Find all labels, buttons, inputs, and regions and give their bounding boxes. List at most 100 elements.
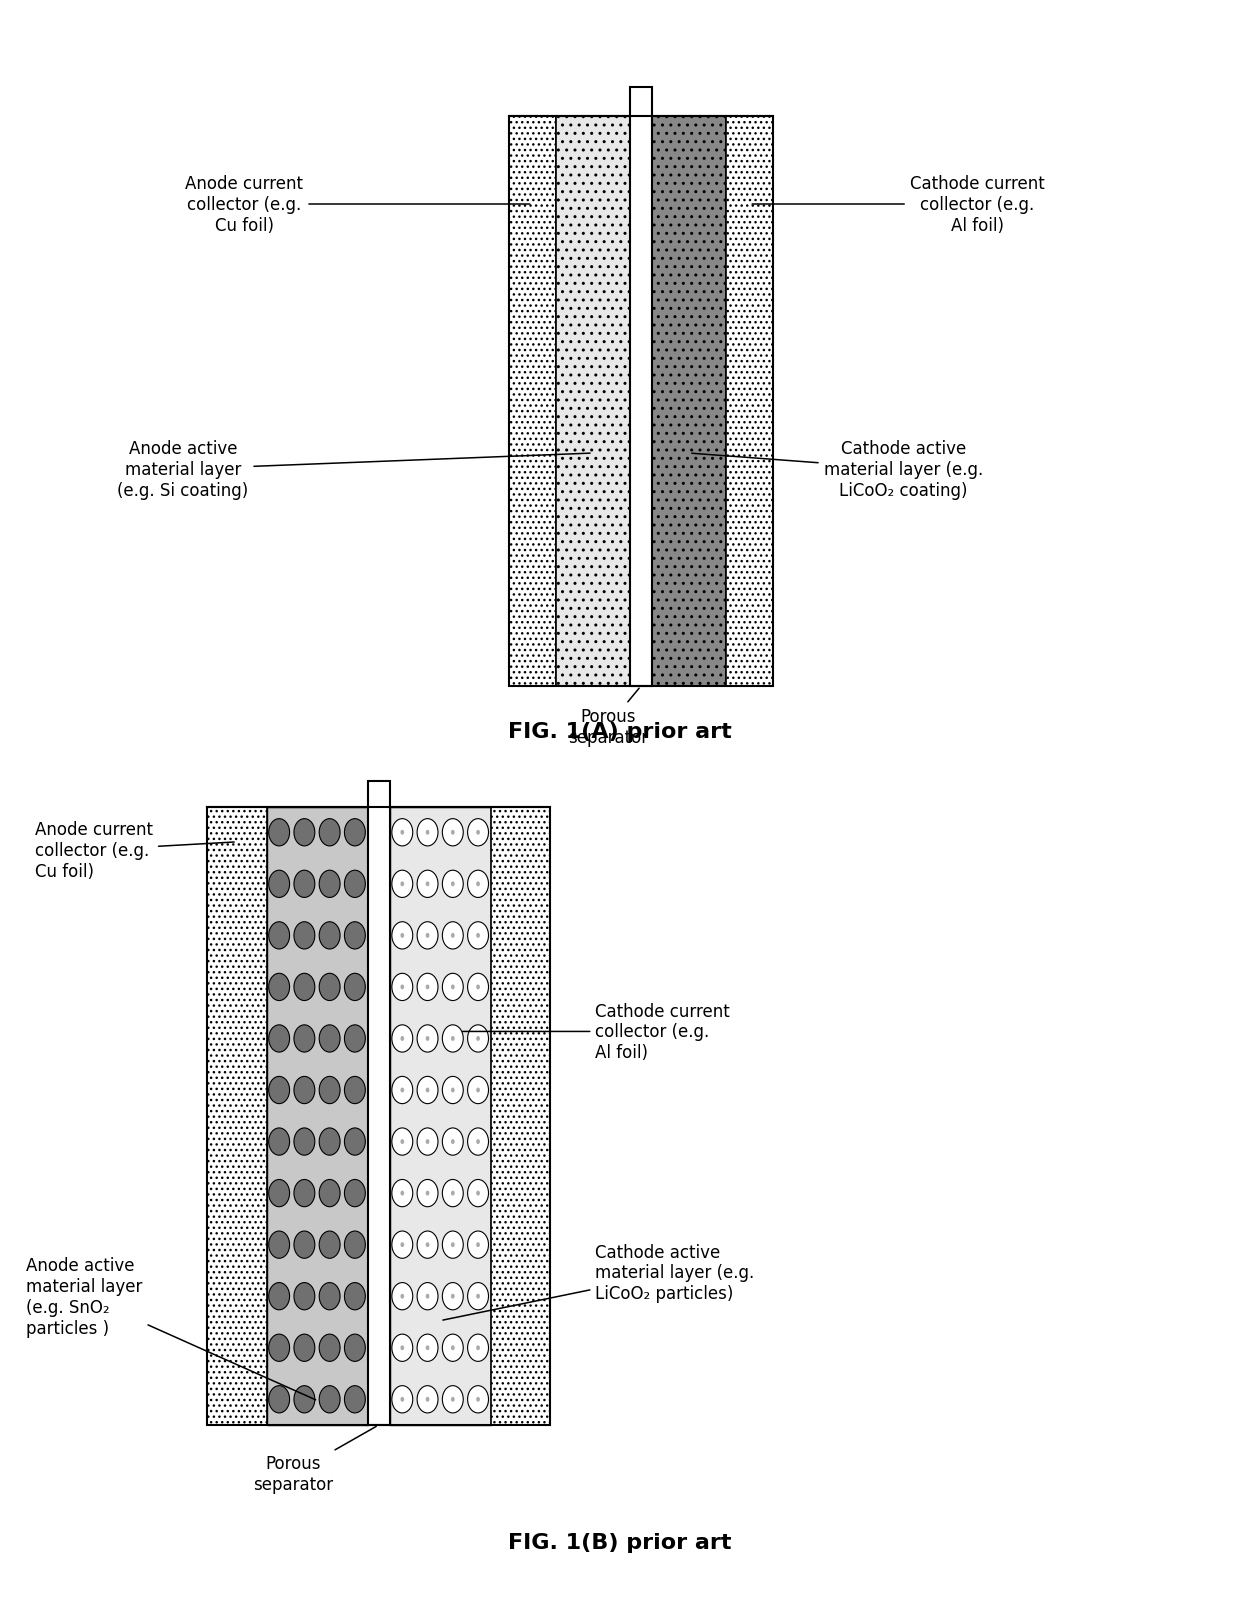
Bar bbox=[207, 807, 267, 1425]
Circle shape bbox=[467, 870, 489, 897]
Circle shape bbox=[345, 1231, 366, 1259]
Circle shape bbox=[425, 1036, 429, 1041]
Circle shape bbox=[417, 1180, 438, 1207]
Circle shape bbox=[345, 1386, 366, 1412]
Circle shape bbox=[401, 1346, 404, 1351]
Circle shape bbox=[294, 1231, 315, 1259]
Text: Anode current
collector (e.g.
Cu foil): Anode current collector (e.g. Cu foil) bbox=[185, 174, 529, 234]
Circle shape bbox=[476, 881, 480, 886]
Circle shape bbox=[319, 1283, 340, 1311]
Circle shape bbox=[345, 1128, 366, 1156]
Circle shape bbox=[451, 1243, 455, 1248]
Circle shape bbox=[401, 830, 404, 834]
Circle shape bbox=[392, 1386, 413, 1412]
Bar bbox=[510, 116, 773, 686]
Circle shape bbox=[451, 881, 455, 886]
Circle shape bbox=[467, 1335, 489, 1362]
Text: Anode active
material layer
(e.g. SnO₂
particles ): Anode active material layer (e.g. SnO₂ p… bbox=[26, 1257, 316, 1399]
Circle shape bbox=[425, 881, 429, 886]
Circle shape bbox=[476, 830, 480, 834]
Circle shape bbox=[269, 1283, 290, 1311]
Circle shape bbox=[476, 933, 480, 938]
Circle shape bbox=[401, 881, 404, 886]
Circle shape bbox=[443, 1386, 464, 1412]
Circle shape bbox=[345, 1077, 366, 1104]
Circle shape bbox=[345, 922, 366, 949]
Circle shape bbox=[345, 1180, 366, 1207]
Circle shape bbox=[451, 830, 455, 834]
Circle shape bbox=[417, 1283, 438, 1311]
Circle shape bbox=[425, 1243, 429, 1248]
Circle shape bbox=[294, 1386, 315, 1412]
Circle shape bbox=[269, 1335, 290, 1362]
Circle shape bbox=[425, 1191, 429, 1196]
Circle shape bbox=[392, 1025, 413, 1052]
Circle shape bbox=[476, 1243, 480, 1248]
Circle shape bbox=[392, 973, 413, 1001]
Text: Cathode current
collector (e.g.
Al foil): Cathode current collector (e.g. Al foil) bbox=[753, 174, 1044, 234]
Bar bbox=[207, 807, 549, 1425]
Circle shape bbox=[467, 1025, 489, 1052]
Circle shape bbox=[443, 1128, 464, 1156]
Circle shape bbox=[425, 1294, 429, 1299]
Circle shape bbox=[294, 870, 315, 897]
Circle shape bbox=[443, 922, 464, 949]
Circle shape bbox=[392, 870, 413, 897]
Circle shape bbox=[319, 922, 340, 949]
Circle shape bbox=[467, 973, 489, 1001]
Circle shape bbox=[417, 1128, 438, 1156]
Circle shape bbox=[417, 870, 438, 897]
Bar bbox=[725, 116, 773, 686]
Text: Porous
separator: Porous separator bbox=[253, 1427, 376, 1493]
Circle shape bbox=[319, 820, 340, 846]
Circle shape bbox=[401, 1294, 404, 1299]
Circle shape bbox=[467, 820, 489, 846]
Circle shape bbox=[401, 1243, 404, 1248]
Circle shape bbox=[294, 922, 315, 949]
Circle shape bbox=[443, 1283, 464, 1311]
Circle shape bbox=[443, 973, 464, 1001]
Circle shape bbox=[467, 1231, 489, 1259]
Circle shape bbox=[319, 1335, 340, 1362]
Circle shape bbox=[443, 820, 464, 846]
Circle shape bbox=[392, 1077, 413, 1104]
Circle shape bbox=[417, 1386, 438, 1412]
Circle shape bbox=[467, 1386, 489, 1412]
Text: Porous
separator: Porous separator bbox=[568, 689, 647, 746]
Circle shape bbox=[345, 1335, 366, 1362]
Circle shape bbox=[294, 1128, 315, 1156]
Circle shape bbox=[417, 820, 438, 846]
Circle shape bbox=[467, 1283, 489, 1311]
Circle shape bbox=[476, 1088, 480, 1093]
Circle shape bbox=[476, 1191, 480, 1196]
Circle shape bbox=[476, 1398, 480, 1403]
Circle shape bbox=[294, 1283, 315, 1311]
Circle shape bbox=[425, 1398, 429, 1403]
Circle shape bbox=[417, 1025, 438, 1052]
Circle shape bbox=[319, 973, 340, 1001]
Circle shape bbox=[443, 1025, 464, 1052]
Circle shape bbox=[345, 1283, 366, 1311]
Circle shape bbox=[401, 933, 404, 938]
Circle shape bbox=[319, 1077, 340, 1104]
Circle shape bbox=[476, 1346, 480, 1351]
Circle shape bbox=[319, 870, 340, 897]
Circle shape bbox=[392, 1180, 413, 1207]
Circle shape bbox=[345, 1025, 366, 1052]
Bar bbox=[630, 87, 652, 686]
Circle shape bbox=[425, 985, 429, 989]
Circle shape bbox=[425, 933, 429, 938]
Circle shape bbox=[401, 1191, 404, 1196]
Circle shape bbox=[425, 1139, 429, 1144]
Circle shape bbox=[467, 1180, 489, 1207]
Circle shape bbox=[451, 1191, 455, 1196]
Bar bbox=[510, 116, 556, 686]
Circle shape bbox=[269, 1128, 290, 1156]
Circle shape bbox=[294, 1077, 315, 1104]
Circle shape bbox=[451, 1088, 455, 1093]
Circle shape bbox=[294, 820, 315, 846]
Circle shape bbox=[294, 1335, 315, 1362]
Circle shape bbox=[319, 1231, 340, 1259]
Text: Anode active
material layer
(e.g. Si coating): Anode active material layer (e.g. Si coa… bbox=[117, 441, 590, 500]
Text: Anode current
collector (e.g.
Cu foil): Anode current collector (e.g. Cu foil) bbox=[35, 820, 234, 880]
